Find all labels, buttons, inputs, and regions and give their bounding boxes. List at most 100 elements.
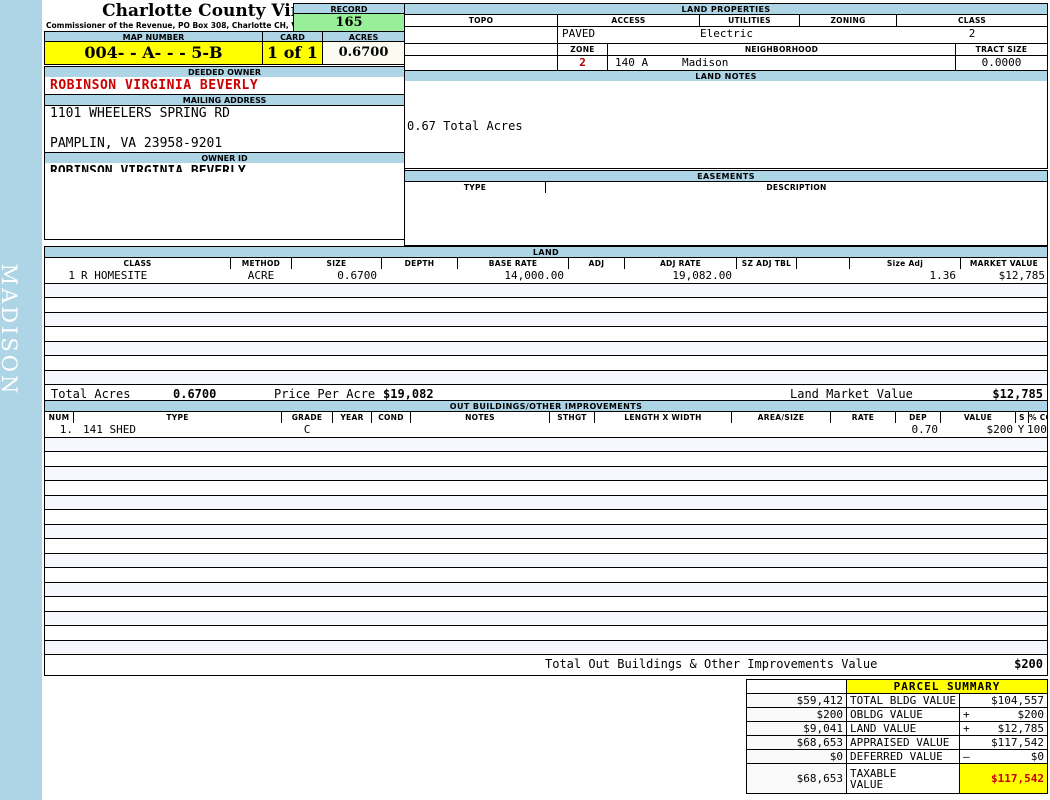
col-land-method: METHOD: [231, 258, 291, 269]
land-cell-size: 0.6700: [337, 269, 377, 282]
summary-value: + $12,785: [958, 721, 1049, 736]
table-row[interactable]: [45, 452, 1047, 467]
value-tract-size: 0.0000: [981, 56, 1022, 69]
summary-row: $68,653 APPRAISED VALUE $117,542: [746, 735, 1049, 750]
summary-title-spacer: [746, 679, 847, 694]
district-label: MADISON: [0, 263, 21, 397]
card-value: 1 of 1: [262, 42, 323, 65]
acres-value: 0.6700: [322, 42, 405, 65]
table-row[interactable]: [45, 356, 1047, 371]
col-ob-notes: NOTES: [411, 412, 549, 423]
ob-cell-type: 141 SHED: [83, 423, 136, 436]
table-row[interactable]: [45, 553, 1047, 568]
table-row[interactable]: [45, 510, 1047, 525]
table-row[interactable]: [45, 539, 1047, 554]
col-utilities: UTILITIES: [700, 15, 799, 26]
taxable-prior-value: $68,653: [746, 763, 847, 794]
summary-prior-value: $9,041: [746, 721, 847, 736]
acres-box: ACRES 0.6700: [322, 31, 405, 65]
card-label: CARD: [262, 31, 323, 42]
summary-label: DEFERRED VALUE: [846, 749, 960, 764]
table-row[interactable]: [45, 437, 1047, 452]
deeded-owner-label: DEEDED OWNER: [44, 66, 405, 77]
table-row[interactable]: 1 R HOMESITE ACRE 0.6700 14,000.00 19,082.00 1…: [45, 269, 1047, 284]
district-sidebar: MADISON: [0, 0, 42, 800]
summary-row: $200 OBLDG VALUE + $200: [746, 707, 1049, 722]
table-row[interactable]: [45, 597, 1047, 612]
table-row[interactable]: [45, 283, 1047, 298]
ob-cell-grade: C: [303, 423, 311, 436]
land-notes-body: 0.67 Total Acres: [404, 81, 1048, 169]
summary-label: OBLDG VALUE: [846, 707, 960, 722]
owner-id-label: OWNER ID: [44, 152, 405, 163]
summary-label: TOTAL BLDG VALUE: [846, 693, 960, 708]
table-row[interactable]: [45, 611, 1047, 626]
acres-label: ACRES: [322, 31, 405, 42]
land-cell-class: R HOMESITE: [81, 269, 148, 282]
ob-cell-cond: [372, 423, 410, 437]
col-zoning: ZONING: [800, 15, 896, 26]
col-ob-year: YEAR: [333, 412, 371, 423]
price-per-acre-label: Price Per Acre: [274, 387, 376, 401]
col-land-adj-rate: ADJ RATE: [625, 258, 736, 269]
table-row[interactable]: [45, 640, 1047, 655]
outbuildings-header-row: NUM TYPE GRADE YEAR COND NOTES STHGT LEN…: [44, 411, 1048, 423]
table-row[interactable]: [45, 466, 1047, 481]
land-notes-text: 0.67 Total Acres: [407, 119, 523, 133]
col-ob-rate: RATE: [831, 412, 895, 423]
map-number-label: MAP NUMBER: [44, 31, 263, 42]
taxable-label-line1: TAXABLE: [850, 766, 897, 780]
neighborhood-header-row: ZONE NEIGHBORHOOD TRACT SIZE: [404, 43, 1048, 55]
value-class: 2: [968, 27, 976, 40]
owner-block: DEEDED OWNER ROBINSON VIRGINIA BEVERLY M…: [44, 66, 405, 181]
table-row[interactable]: [45, 495, 1047, 510]
summary-value: $104,557: [958, 693, 1049, 708]
ob-cell-sthgt: [550, 423, 594, 437]
land-cell-adj_rate: 19,082.00: [672, 269, 732, 282]
summary-label: LAND VALUE: [846, 721, 960, 736]
table-row[interactable]: [45, 370, 1047, 385]
ob-cell-dep: 0.70: [911, 423, 939, 436]
ob-cell-length_x_width: [595, 423, 731, 437]
summary-sign: +: [962, 708, 970, 721]
summary-sign: –: [962, 750, 970, 763]
table-row[interactable]: [45, 524, 1047, 539]
outbuildings-section: OUT BUILDINGS/OTHER IMPROVEMENTS NUM TYP…: [44, 400, 1048, 676]
col-land-depth: DEPTH: [382, 258, 457, 269]
deeded-owner-value: ROBINSON VIRGINIA BEVERLY: [44, 77, 405, 94]
table-row[interactable]: [45, 481, 1047, 496]
col-land-class: CLASS: [45, 258, 230, 269]
land-cell-method: ACRE: [247, 269, 275, 282]
col-land-sz-adj-tbl: SZ ADJ TBL: [737, 258, 796, 269]
value-topo: [409, 27, 555, 41]
land-cell-adj: [569, 269, 620, 283]
table-row[interactable]: [45, 568, 1047, 583]
easements-body: [404, 193, 1048, 246]
land-properties-header-row: TOPO ACCESS UTILITIES ZONING CLASS: [404, 14, 1048, 26]
page-title: Charlotte County Virginia: [102, 1, 348, 21]
value-neighborhood-code: 140 A: [615, 56, 649, 69]
table-row[interactable]: [45, 626, 1047, 641]
col-ob-s: S: [1016, 412, 1028, 423]
table-row[interactable]: [45, 327, 1047, 342]
page-subtitle: Commissioner of the Revenue, PO Box 308,…: [46, 21, 303, 30]
summary-label: APPRAISED VALUE: [846, 735, 960, 750]
outbuildings-total-row: Total Out Buildings & Other Improvements…: [44, 655, 1048, 676]
land-cell-sz_adj_tbl: [737, 269, 792, 283]
summary-amount: $0: [1030, 750, 1044, 763]
summary-row: $59,412 TOTAL BLDG VALUE $104,557: [746, 693, 1049, 708]
summary-row: $9,041 LAND VALUE + $12,785: [746, 721, 1049, 736]
table-row[interactable]: [45, 341, 1047, 356]
land-market-value: $12,785: [992, 387, 1043, 401]
table-row[interactable]: [45, 298, 1047, 313]
table-row[interactable]: [45, 312, 1047, 327]
table-row[interactable]: [45, 582, 1047, 597]
address-line-1: 1101 WHEELERS SPRING RD: [44, 105, 405, 121]
summary-amount: $12,785: [997, 722, 1044, 735]
col-land-adj: ADJ: [569, 258, 624, 269]
summary-prior-value: $68,653: [746, 735, 847, 750]
outbuildings-band: OUT BUILDINGS/OTHER IMPROVEMENTS: [44, 400, 1048, 411]
col-ob-dep: DEP: [896, 412, 940, 423]
